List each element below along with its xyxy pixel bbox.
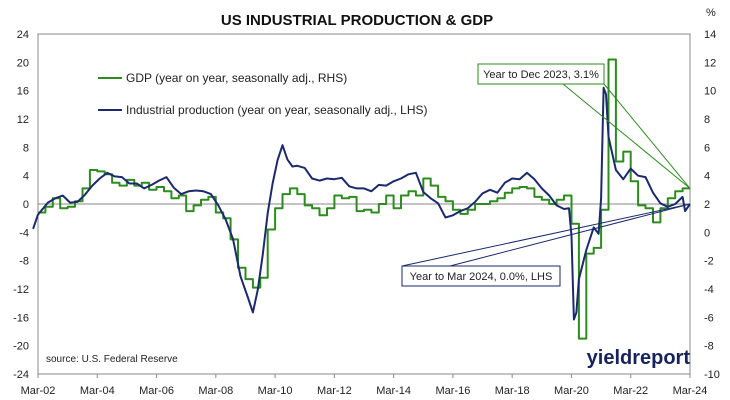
x-tick-label: Mar-16 <box>435 385 470 397</box>
chart-title: US INDUSTRIAL PRODUCTION & GDP <box>221 12 493 29</box>
annotation-leader-gdp <box>562 83 691 189</box>
left-tick-label: 8 <box>23 142 29 154</box>
series-line-ip <box>32 86 691 321</box>
right-axis-ticks: 14 12 10 8 6 4 2 0 -2 -4 -6 -8 -10 <box>704 29 720 381</box>
left-tick-label: 4 <box>23 171 29 183</box>
right-tick-label: 8 <box>704 114 710 126</box>
right-tick-label: 14 <box>704 29 716 41</box>
right-tick-label: 6 <box>704 142 710 154</box>
x-tick-label: Mar-06 <box>139 385 174 397</box>
right-tick-label: -8 <box>704 341 714 353</box>
left-tick-label: -4 <box>19 227 29 239</box>
right-tick-label: 2 <box>704 199 710 211</box>
x-axis-ticks: Mar-02 Mar-04 Mar-06 Mar-08 Mar-10 Mar-12 Mar-… <box>21 374 708 397</box>
right-axis-unit: % <box>706 7 716 19</box>
right-tick-label: 10 <box>704 86 716 98</box>
x-tick-label: Mar-12 <box>317 385 352 397</box>
x-tick-label: Mar-14 <box>376 385 411 397</box>
right-tick-label: 4 <box>704 171 710 183</box>
left-tick-label: -8 <box>19 256 29 268</box>
x-tick-label: Mar-18 <box>495 385 530 397</box>
annotations: Year to Dec 2023, 3.1% Year to Mar 2024,… <box>401 63 691 287</box>
annotation-box-gdp <box>477 63 605 85</box>
left-tick-label: 12 <box>17 114 29 126</box>
annotation-leader-ip <box>401 203 691 267</box>
x-tick-label: Mar-10 <box>258 385 293 397</box>
x-tick-label: Mar-22 <box>613 385 648 397</box>
annotation-leader-ip <box>449 203 691 267</box>
left-tick-label: 20 <box>17 57 29 69</box>
x-tick-label: Mar-20 <box>554 385 589 397</box>
right-tick-label: 12 <box>704 57 716 69</box>
right-tick-label: -6 <box>704 312 714 324</box>
left-tick-label: -24 <box>13 369 29 381</box>
brand-logo: yieldreport <box>587 347 691 369</box>
series-line-gdp <box>38 58 690 340</box>
right-tick-label: 0 <box>704 227 710 239</box>
right-tick-label: -10 <box>704 369 720 381</box>
x-tick-label: Mar-24 <box>673 385 708 397</box>
left-tick-label: 24 <box>17 29 29 41</box>
annotation-box-ip <box>401 265 561 287</box>
annotation-ip: Year to Mar 2024, 0.0%, LHS <box>410 271 553 283</box>
x-tick-label: Mar-04 <box>80 385 115 397</box>
left-tick-label: 16 <box>17 86 29 98</box>
annotation-leader-gdp <box>603 83 691 189</box>
series-lines <box>32 58 691 340</box>
left-tick-label: -12 <box>13 284 29 296</box>
legend-label-gdp: GDP (year on year, seasonally adj., RHS) <box>126 71 347 85</box>
left-tick-label: 0 <box>23 199 29 211</box>
left-axis-ticks: 24 20 16 12 8 4 0 -4 -8 -12 -16 -20 -24 <box>13 29 29 381</box>
right-tick-label: -2 <box>704 256 714 268</box>
legend: GDP (year on year, seasonally adj., RHS)… <box>98 71 428 117</box>
annotation-gdp: Year to Dec 2023, 3.1% <box>483 69 599 81</box>
x-tick-label: Mar-08 <box>198 385 233 397</box>
left-tick-label: -20 <box>13 341 29 353</box>
left-tick-label: -16 <box>13 312 29 324</box>
right-tick-label: -4 <box>704 284 714 296</box>
x-tick-label: Mar-02 <box>21 385 56 397</box>
source-note: source: U.S. Federal Reserve <box>46 354 178 365</box>
legend-label-ip: Industrial production (year on year, sea… <box>126 103 428 117</box>
